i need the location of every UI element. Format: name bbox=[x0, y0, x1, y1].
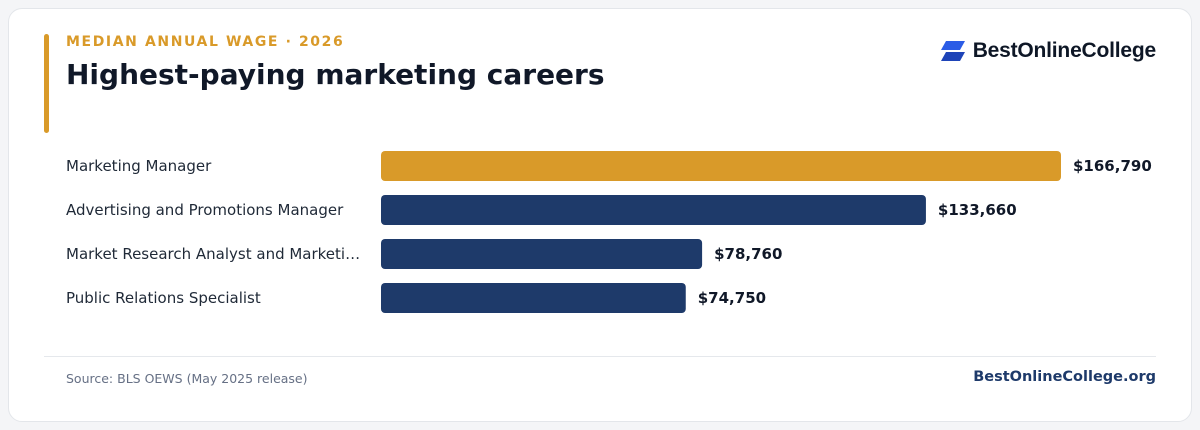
brand-name: BestOnlineCollege bbox=[972, 39, 1157, 62]
stacked-chevron-logo-icon bbox=[940, 41, 965, 61]
bar bbox=[381, 239, 703, 269]
category-label: Marketing Manager bbox=[66, 157, 212, 175]
bar bbox=[381, 283, 686, 313]
value-label: $133,660 bbox=[938, 201, 1017, 219]
value-label: $78,760 bbox=[714, 245, 782, 263]
category-label: Advertising and Promotions Manager bbox=[66, 201, 344, 219]
category-label: Market Research Analyst and Marketi… bbox=[66, 245, 360, 263]
source-note: Source: BLS OEWS (May 2025 release) bbox=[66, 371, 308, 386]
category-label: Public Relations Specialist bbox=[66, 289, 261, 307]
chart-title: Highest-paying marketing careers bbox=[66, 58, 605, 91]
bar bbox=[381, 195, 926, 225]
value-label: $166,790 bbox=[1073, 157, 1152, 175]
footer-divider bbox=[44, 356, 1156, 357]
value-label: $74,750 bbox=[698, 289, 766, 307]
site-link[interactable]: BestOnlineCollege.org bbox=[973, 369, 1156, 385]
chart-card: MEDIAN ANNUAL WAGE · 2026 Highest-paying… bbox=[8, 8, 1192, 422]
brand-logo: BestOnlineCollege bbox=[940, 39, 1157, 63]
bar bbox=[381, 151, 1061, 181]
bar-chart: Marketing Manager $166,790 Advertising and… bbox=[66, 151, 1152, 313]
eyebrow-label: MEDIAN ANNUAL WAGE · 2026 bbox=[66, 34, 345, 50]
accent-bar bbox=[44, 34, 49, 133]
